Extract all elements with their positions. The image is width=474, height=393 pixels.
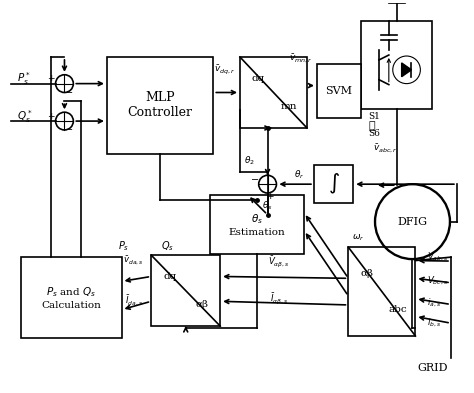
Text: $V_{ab,s}$: $V_{ab,s}$ (427, 251, 449, 263)
Bar (240, 57, 307, 128)
Bar (107, 57, 213, 154)
Text: GRID: GRID (417, 363, 447, 373)
Text: mn: mn (281, 102, 297, 111)
Bar (210, 195, 304, 254)
Text: −: − (65, 127, 73, 136)
Text: $V_{bc,s}$: $V_{bc,s}$ (427, 275, 448, 287)
Bar (151, 255, 220, 326)
Text: $\theta_s$
Estimation: $\theta_s$ Estimation (229, 213, 286, 237)
Text: $\bar{v}_{da,s}$: $\bar{v}_{da,s}$ (122, 255, 143, 267)
Bar (361, 20, 432, 109)
Text: S1: S1 (368, 112, 380, 121)
Text: $\bar{v}_{dq,r}$: $\bar{v}_{dq,r}$ (214, 63, 236, 76)
Text: $P_s$ and $Q_s$
Calculation: $P_s$ and $Q_s$ Calculation (41, 285, 101, 310)
Text: $\bar{v}_{abc,r}$: $\bar{v}_{abc,r}$ (374, 143, 398, 155)
Text: ⋯: ⋯ (368, 121, 375, 131)
Text: dq: dq (163, 272, 176, 281)
Text: $P_s$: $P_s$ (118, 239, 129, 253)
Text: $\theta_2$: $\theta_2$ (245, 154, 255, 167)
Text: $\theta_r$: $\theta_r$ (294, 168, 304, 180)
Text: MLP
Controller: MLP Controller (128, 91, 192, 119)
Text: S6: S6 (368, 129, 380, 138)
Text: −: − (251, 176, 259, 185)
Text: DFIG: DFIG (398, 217, 428, 227)
Text: $i_{b,s}$: $i_{b,s}$ (427, 317, 442, 329)
Bar (314, 165, 353, 203)
Text: SVM: SVM (326, 86, 353, 96)
Text: $Q_s^*$: $Q_s^*$ (17, 108, 33, 125)
Text: $i_{a,s}$: $i_{a,s}$ (427, 296, 441, 309)
Text: $\bar{V}_{\alpha\beta,s}$: $\bar{V}_{\alpha\beta,s}$ (268, 253, 291, 268)
Text: −: − (65, 89, 73, 98)
Text: +: + (266, 191, 273, 200)
Text: αβ: αβ (195, 300, 208, 309)
Text: $\bar{I}_{\alpha\beta,s}$: $\bar{I}_{\alpha\beta,s}$ (270, 291, 289, 306)
Polygon shape (401, 63, 411, 77)
Text: dq: dq (251, 74, 264, 83)
Text: $\omega_r$: $\omega_r$ (352, 232, 365, 242)
Bar (348, 247, 415, 336)
Text: $\bar{v}_{mn,r}$: $\bar{v}_{mn,r}$ (289, 53, 313, 65)
Text: +: + (47, 112, 55, 121)
Text: $\bar{I}_{da,s}$: $\bar{I}_{da,s}$ (125, 294, 143, 308)
Text: abc: abc (388, 305, 407, 314)
Bar (317, 64, 361, 118)
Text: $\theta_s$: $\theta_s$ (262, 200, 273, 212)
Text: αβ: αβ (360, 269, 373, 278)
Text: $Q_s$: $Q_s$ (162, 239, 174, 253)
Text: $P_s^*$: $P_s^*$ (17, 70, 31, 87)
Bar (21, 257, 122, 338)
Text: +: + (47, 74, 55, 83)
Text: $\int$: $\int$ (328, 172, 340, 196)
